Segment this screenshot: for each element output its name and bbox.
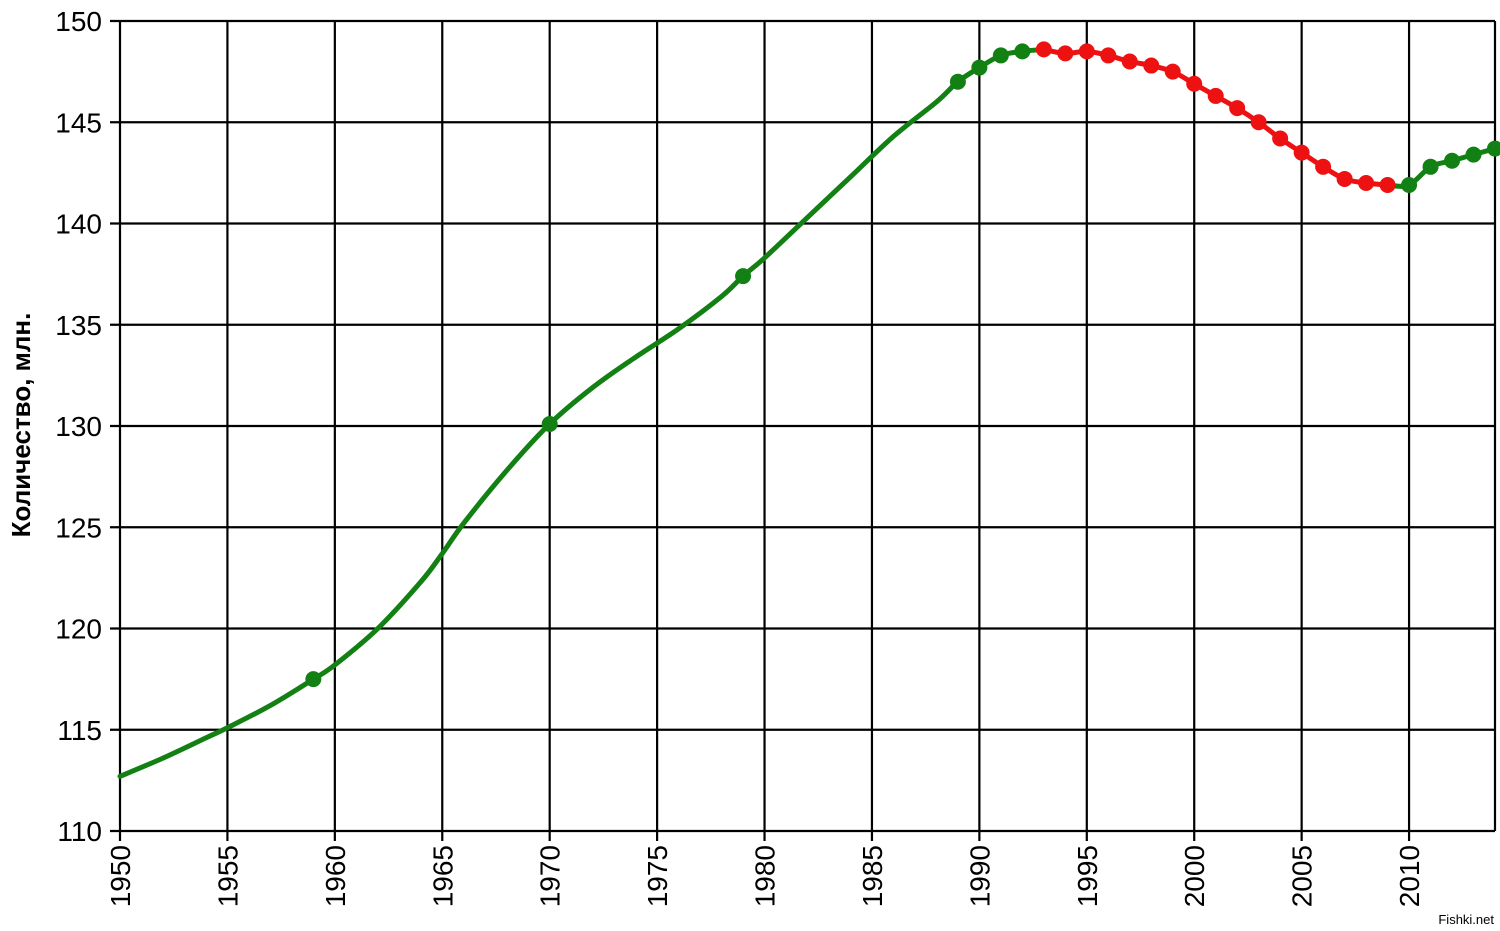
data-point xyxy=(1229,100,1246,117)
y-tick-label: 120 xyxy=(55,614,102,645)
data-point xyxy=(1100,47,1117,64)
data-point xyxy=(1487,140,1500,157)
data-point xyxy=(1272,130,1289,147)
x-tick-label: 1950 xyxy=(105,845,136,907)
data-point xyxy=(992,47,1009,64)
x-tick-label: 1970 xyxy=(535,845,566,907)
x-tick-label: 1985 xyxy=(857,845,888,907)
x-tick-label: 1975 xyxy=(642,845,673,907)
data-point xyxy=(735,268,752,285)
data-point xyxy=(1014,43,1031,60)
data-point xyxy=(1207,87,1224,104)
series-lines xyxy=(117,46,1498,779)
x-tick-label: 1960 xyxy=(320,845,351,907)
data-point xyxy=(541,415,558,432)
data-point xyxy=(1250,114,1267,131)
data-point xyxy=(305,671,322,688)
series-line xyxy=(1041,46,1391,188)
data-point xyxy=(1444,152,1461,169)
y-axis-ticks: 110 115 120 125 130 135 140 145 150 xyxy=(55,6,102,847)
y-tick-label: 150 xyxy=(55,6,102,37)
data-point xyxy=(1293,144,1310,161)
data-point xyxy=(1358,175,1375,191)
data-point xyxy=(1465,146,1482,163)
data-point xyxy=(1401,177,1418,194)
data-point xyxy=(1336,170,1353,187)
data-point xyxy=(1078,43,1095,60)
data-point xyxy=(1057,45,1074,62)
watermark: Fishki.net xyxy=(1438,912,1494,927)
y-tick-label: 110 xyxy=(57,816,102,847)
x-tick-label: 1965 xyxy=(427,845,458,907)
x-tick-label: 1995 xyxy=(1072,845,1103,907)
y-tick-label: 130 xyxy=(55,411,102,442)
y-tick-label: 135 xyxy=(55,310,102,341)
data-point xyxy=(971,59,988,76)
x-axis-ticks: 1950 1955 1960 1965 1970 1975 1980 1985 1990 1995… xyxy=(105,845,1425,907)
data-point xyxy=(1315,158,1332,175)
y-tick-label: 145 xyxy=(55,107,102,138)
x-tick-label: 1990 xyxy=(964,845,995,907)
series-line xyxy=(117,46,1047,779)
data-point xyxy=(1035,41,1052,58)
y-tick-label: 125 xyxy=(55,512,102,543)
y-axis-label: Количество, млн. xyxy=(6,313,36,538)
data-point xyxy=(1143,57,1160,74)
x-tick-label: 2010 xyxy=(1394,845,1425,907)
data-point xyxy=(949,73,966,90)
data-point xyxy=(1186,75,1203,92)
data-point xyxy=(1422,158,1439,175)
x-tick-label: 1955 xyxy=(212,845,243,907)
data-point xyxy=(1121,53,1138,70)
y-tick-label: 115 xyxy=(57,715,102,746)
data-point xyxy=(1164,63,1181,80)
y-tick-label: 140 xyxy=(55,209,102,240)
x-tick-label: 2005 xyxy=(1287,845,1318,907)
data-point xyxy=(1379,177,1396,194)
x-tick-label: 2000 xyxy=(1179,845,1210,907)
x-tick-label: 1980 xyxy=(750,845,781,907)
data-points xyxy=(305,41,1500,688)
